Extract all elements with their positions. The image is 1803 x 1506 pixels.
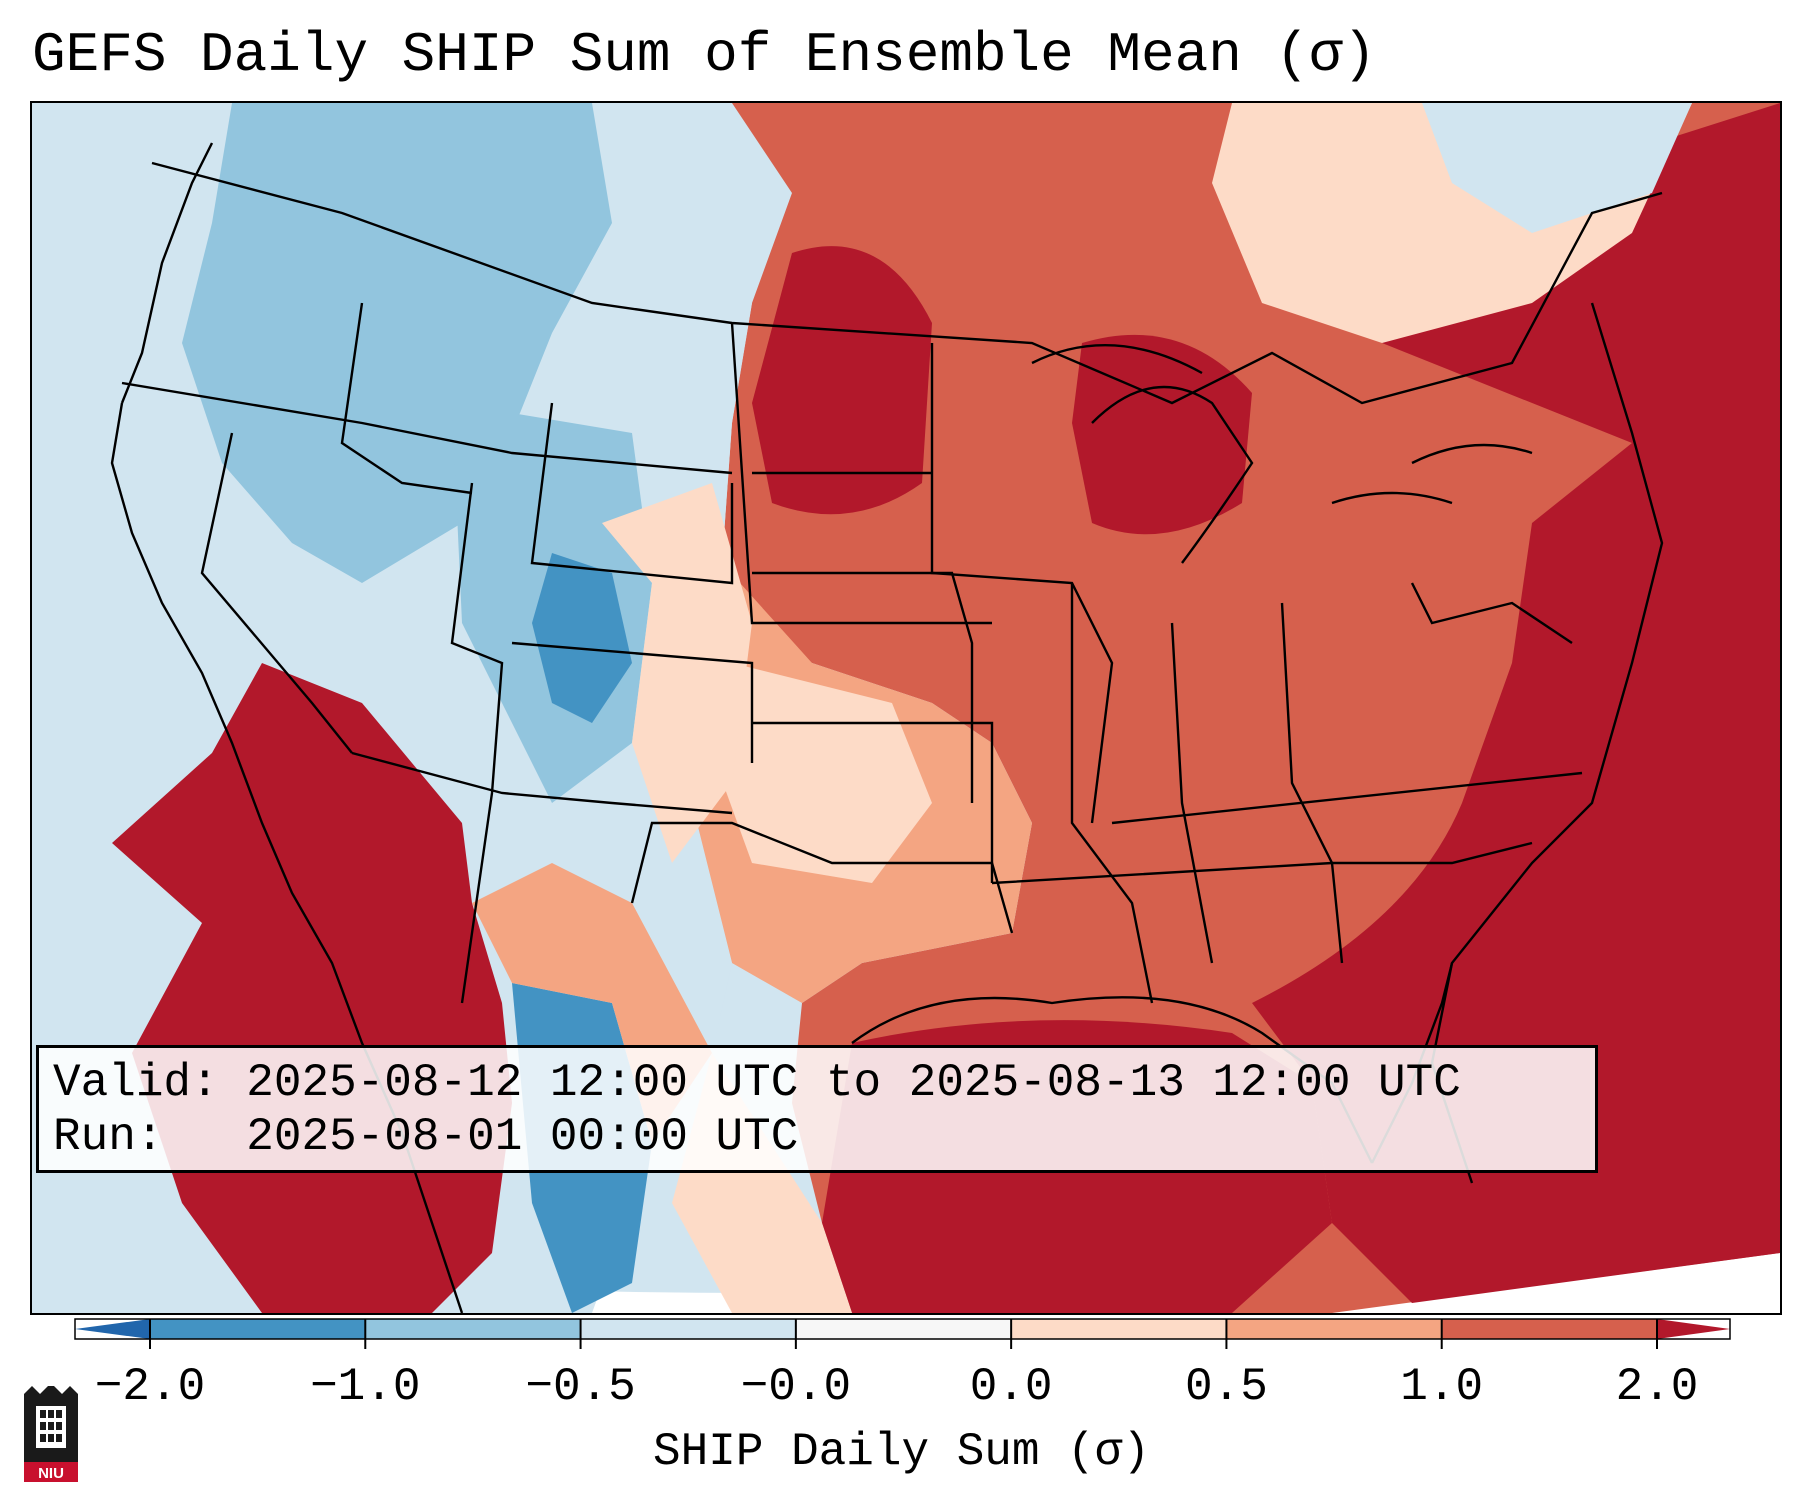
pa-border [1410,582,1573,644]
colorbar-tick-label: 1.0 [1400,1361,1484,1413]
colorbar-tick-label: −2.0 [94,1361,206,1413]
region-oklahoma-light [712,663,932,883]
valid-value: 2025-08-12 12:00 UTC to 2025-08-13 12:00… [246,1057,1461,1109]
nevada-border [200,432,353,754]
ut-az-border [450,482,504,1004]
lake-superior [1031,344,1203,375]
ks-ok-border [752,721,994,883]
region-high-plains-light [602,483,752,863]
colorbar-tick-label: −0.0 [740,1361,852,1413]
run-label: Run: [53,1111,164,1163]
region-dakotas-max [752,246,932,515]
colorbar-tick-label: −0.5 [525,1361,636,1413]
chart-title: GEFS Daily SHIP Sum of Ensemble Mean (σ) [32,23,1377,87]
atlantic-coast [1430,302,1664,1184]
colorbar-under-triangle [75,1319,150,1339]
colorbar-bin [580,1319,797,1339]
oregon-border [121,381,733,475]
colorbar-bin [1441,1319,1658,1339]
indiana-border [1170,622,1214,964]
south-border [991,841,1533,885]
colorbar-bin [365,1319,582,1339]
ky-tn-border [1111,771,1583,825]
colorbar-tick-label: −1.0 [310,1361,421,1413]
lake-erie [1331,491,1453,505]
colorbar-bin [1011,1319,1227,1339]
gulf-coast [851,996,1374,1164]
region-quebec-blue [1422,103,1692,233]
boundary-lines [110,142,1664,1313]
colorbar-outline [74,1318,1731,1340]
colorbar-bin [150,1319,366,1339]
idaho-border [340,302,473,495]
niu-logo-text: NIU [38,1465,64,1482]
az-nm-border [351,751,733,815]
valid-label: Valid: [53,1057,219,1109]
run-value: 2025-08-01 00:00 UTC [246,1111,799,1163]
lake-ontario [1411,443,1533,465]
colorbar-bins [150,1319,1658,1339]
colorbar-tick-label: 0.0 [969,1361,1053,1413]
valid-run-info-box: Valid: 2025-08-12 12:00 UTC to 2025-08-1… [36,1045,1598,1173]
colorbar-over-triangle [1657,1319,1730,1339]
texas-border [630,821,1014,934]
ohio-border [1280,602,1344,964]
wyoming-border [530,402,734,585]
pacific-coast-north [120,142,214,404]
illinois-border [1070,583,1154,1004]
colorbar-ticks [149,1319,1658,1349]
colorbar-tick-label: 0.5 [1185,1361,1268,1413]
colorbar-tick-label: 2.0 [1615,1361,1699,1413]
colorbar [74,1318,1731,1349]
region-east-coast-max [1252,103,1780,1303]
colorado-border [511,641,754,763]
lake-michigan [1091,385,1254,564]
plains-west-border [730,322,992,625]
us-canada-border [151,161,1663,405]
region-colorado-deep-blue [532,553,632,723]
niu-logo: NIU [24,1386,78,1482]
region-northwest-blue [182,103,612,583]
colorbar-label: SHIP Daily Sum (σ) [653,1426,1150,1478]
colorbar-bin [795,1319,1012,1339]
colorbar-bin [1226,1319,1443,1339]
